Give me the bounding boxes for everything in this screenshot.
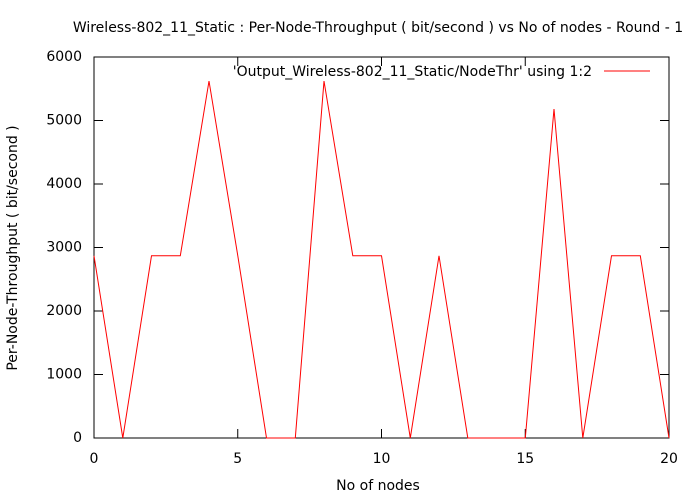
series-line: [93, 81, 670, 439]
series-layer: [93, 81, 670, 439]
legend: 'Output_Wireless-802_11_Static/NodeThr' …: [233, 64, 650, 80]
x-tick-label: 20: [660, 451, 678, 467]
y-axis-label: Per-Node-Throughput ( bit/second ): [5, 125, 21, 370]
y-tick-label: 4000: [46, 176, 82, 192]
y-tick-label: 0: [73, 430, 82, 446]
y-tick-label: 3000: [46, 240, 82, 256]
legend-label: 'Output_Wireless-802_11_Static/NodeThr' …: [233, 64, 592, 80]
x-tick-label: 10: [373, 451, 391, 467]
x-axis-label: No of nodes: [336, 478, 420, 494]
chart-title: Wireless-802_11_Static : Per-Node-Throug…: [73, 20, 683, 36]
x-axis-ticks: 0 5 10 15 20: [90, 57, 678, 467]
x-tick-label: 5: [233, 451, 242, 467]
x-tick-label: 15: [516, 451, 534, 467]
y-tick-label: 1000: [46, 367, 82, 383]
plot-frame: [93, 56, 670, 439]
y-tick-label: 6000: [46, 49, 82, 65]
y-tick-label: 2000: [46, 303, 82, 319]
y-tick-label: 5000: [46, 113, 82, 129]
x-tick-label: 0: [90, 451, 99, 467]
y-axis-ticks: 0 1000 2000 3000 4000 5000 6000: [46, 49, 669, 446]
